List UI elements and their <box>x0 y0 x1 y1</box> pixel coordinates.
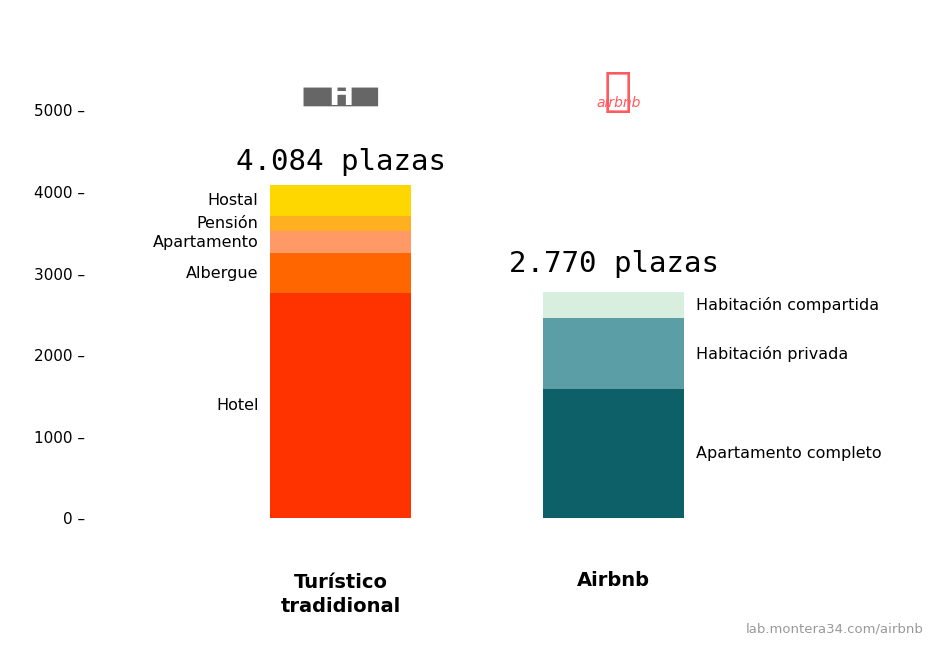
Text: Apartamento: Apartamento <box>152 235 259 249</box>
Text: Hostal: Hostal <box>208 193 259 208</box>
Bar <box>270 216 411 231</box>
Text: H: H <box>328 82 353 111</box>
Bar <box>544 318 684 389</box>
Bar <box>270 253 411 293</box>
Bar <box>544 389 684 518</box>
Text: Habitación privada: Habitación privada <box>696 346 848 362</box>
Text: ๏: ๏ <box>605 70 632 115</box>
Text: lab.montera34.com/airbnb: lab.montera34.com/airbnb <box>745 622 923 635</box>
Text: Albergue: Albergue <box>186 266 259 281</box>
Bar <box>270 231 411 253</box>
Bar <box>270 293 411 518</box>
Text: 2.770 plazas: 2.770 plazas <box>508 249 719 278</box>
Text: Airbnb: Airbnb <box>577 571 650 590</box>
Bar <box>270 185 411 216</box>
Text: Apartamento completo: Apartamento completo <box>696 446 882 461</box>
Text: Habitación compartida: Habitación compartida <box>696 297 880 314</box>
Text: 4.084 plazas: 4.084 plazas <box>236 148 446 176</box>
FancyBboxPatch shape <box>304 87 378 106</box>
Text: airbnb: airbnb <box>596 96 641 110</box>
Text: Pensión: Pensión <box>197 216 259 231</box>
Text: Hotel: Hotel <box>216 399 259 413</box>
Text: Turístico
tradidional: Turístico tradidional <box>281 573 401 616</box>
Bar <box>544 292 684 318</box>
